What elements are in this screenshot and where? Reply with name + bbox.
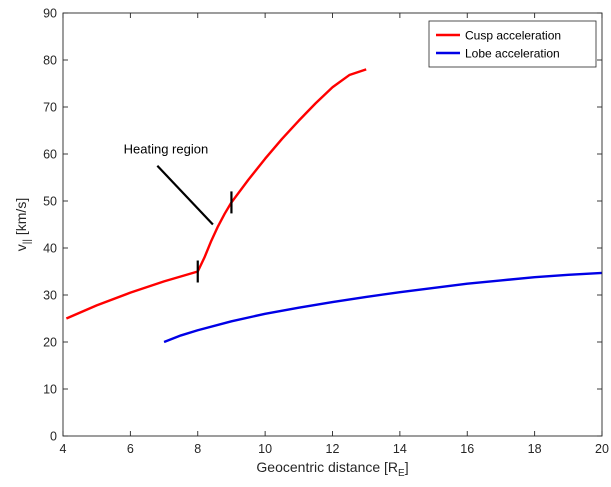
x-tick-label-7: 18 xyxy=(528,442,542,456)
x-tick-label-8: 20 xyxy=(595,442,609,456)
y-tick-label-2: 20 xyxy=(43,336,57,350)
y-tick-label-6: 60 xyxy=(43,148,57,162)
y-axis-title-suffix: [km/s] xyxy=(13,198,29,239)
x-axis-title-main: Geocentric distance [R xyxy=(256,459,398,475)
y-tick-label-0: 0 xyxy=(50,430,57,444)
y-tick-label-7: 70 xyxy=(43,101,57,115)
series-line-0 xyxy=(65,68,367,320)
legend-label-1: Lobe acceleration xyxy=(465,47,560,61)
y-tick-label-8: 80 xyxy=(43,54,57,68)
y-tick-label-3: 30 xyxy=(43,289,57,303)
y-axis-title-subscript: || xyxy=(22,239,33,244)
series-line-1 xyxy=(163,271,603,344)
x-tick-label-5: 14 xyxy=(393,442,407,456)
x-axis-title: Geocentric distance [RE] xyxy=(256,459,408,479)
legend-box xyxy=(428,20,597,68)
y-tick-label-1: 10 xyxy=(43,383,57,397)
x-tick-label-2: 8 xyxy=(194,442,201,456)
annotation-line-0 xyxy=(156,164,214,226)
legend-label-0: Cusp acceleration xyxy=(465,29,561,43)
y-tick-label-5: 50 xyxy=(43,195,57,209)
x-tick-label-3: 10 xyxy=(258,442,272,456)
x-tick-label-0: 4 xyxy=(60,442,67,456)
y-axis-title-main: v xyxy=(13,244,29,251)
x-axis-title-subscript: E xyxy=(398,468,405,479)
x-tick-label-1: 6 xyxy=(127,442,134,456)
x-tick-label-4: 12 xyxy=(326,442,340,456)
y-axis-title: v|| [km/s] xyxy=(13,198,33,251)
legend: Cusp acceleration Lobe acceleration xyxy=(428,20,597,68)
x-tick-label-6: 16 xyxy=(460,442,474,456)
y-tick-label-4: 40 xyxy=(43,242,57,256)
x-axis-title-suffix: ] xyxy=(405,459,409,475)
plot-area xyxy=(63,13,602,436)
y-tick-label-9: 90 xyxy=(43,7,57,21)
annotation-text-0: Heating region xyxy=(124,141,209,156)
